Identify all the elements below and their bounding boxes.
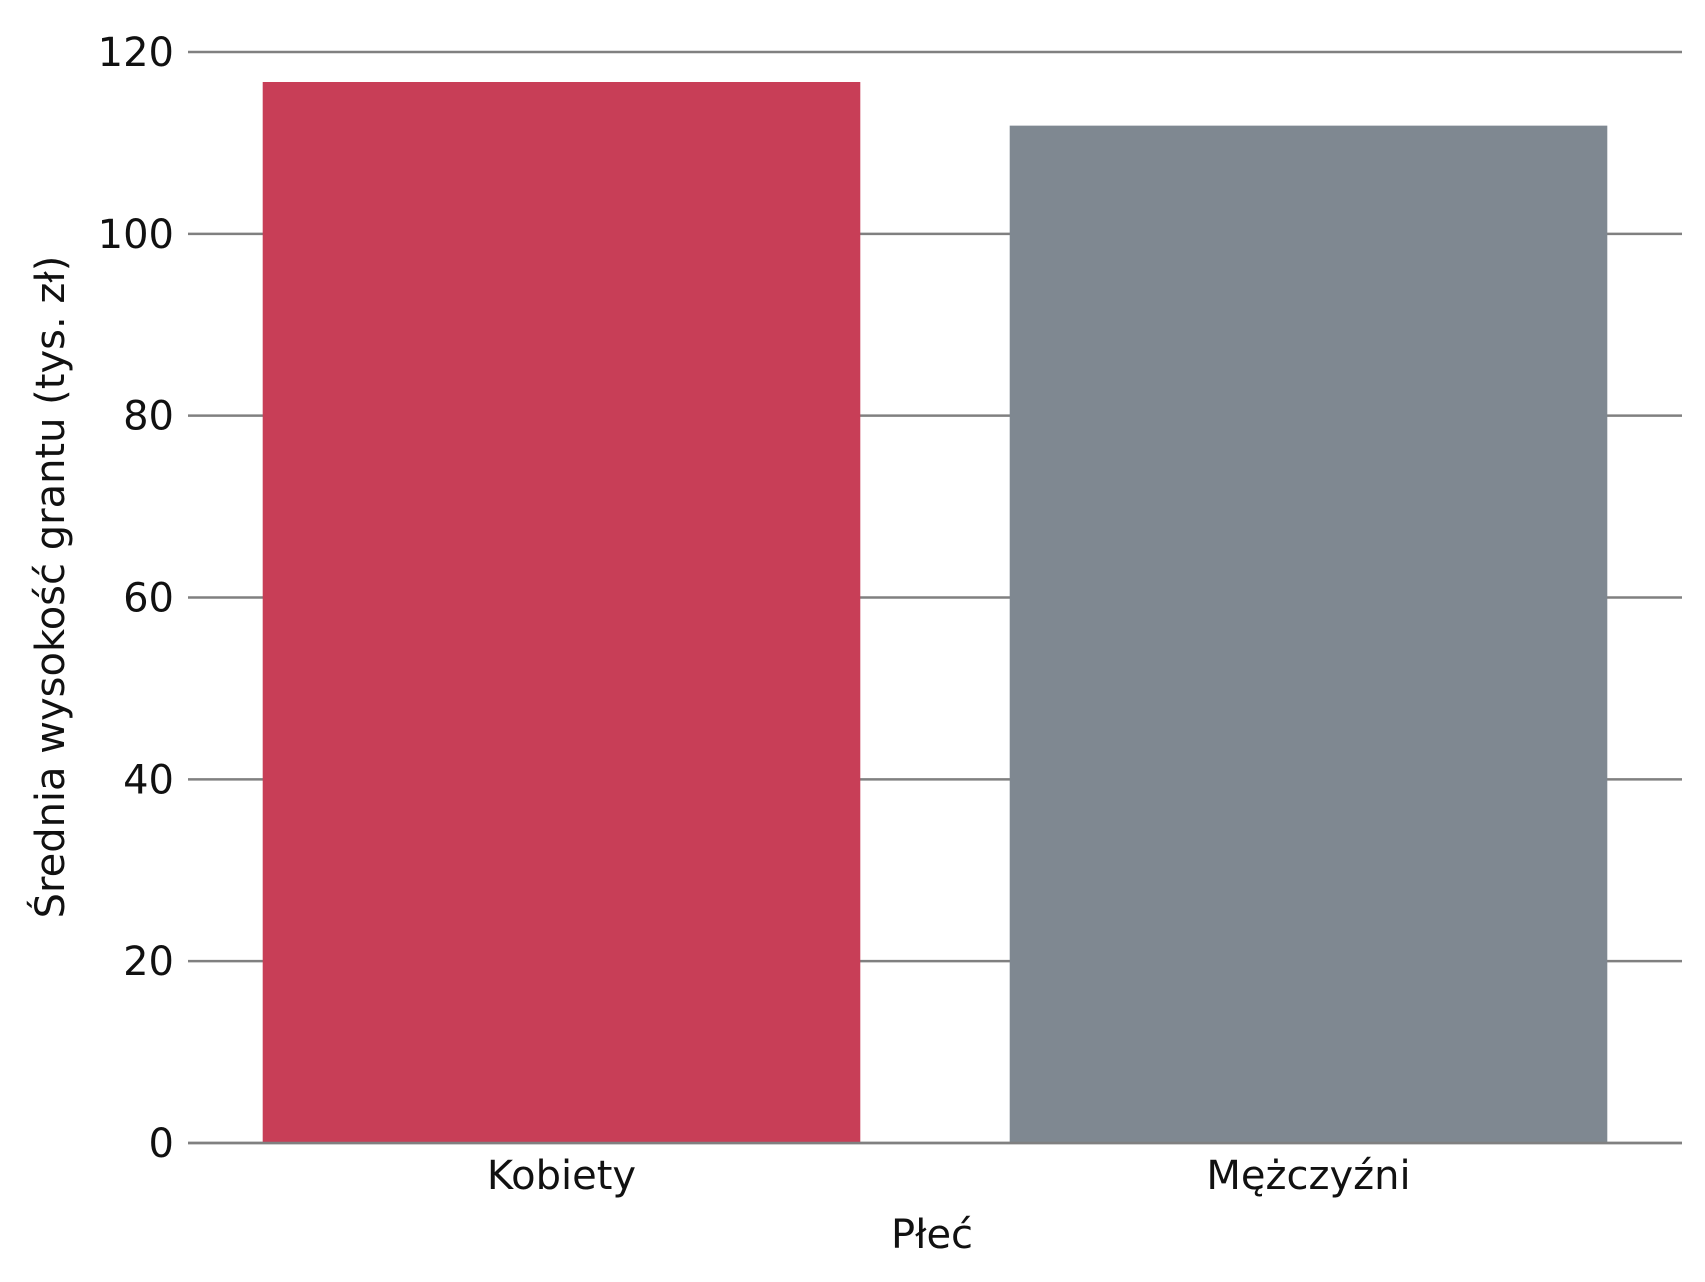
y-tick-label-40: 40 — [123, 757, 174, 803]
x-tick-labels: Kobiety Mężczyźni — [487, 1153, 1411, 1199]
x-axis-label: Płeć — [891, 1212, 973, 1258]
y-tick-label-20: 20 — [123, 939, 174, 985]
x-tick-label-1: Mężczyźni — [1206, 1153, 1410, 1199]
y-tick-label-120: 120 — [98, 30, 174, 76]
y-tick-label-100: 100 — [98, 212, 174, 258]
y-tick-labels: 0 20 40 60 80 100 120 — [98, 30, 174, 1167]
bar-1 — [1009, 125, 1608, 1143]
x-tick-label-0: Kobiety — [487, 1153, 636, 1199]
bar-0 — [262, 82, 861, 1144]
y-axis-label: Średnia wysokość grantu (tys. zł) — [26, 256, 74, 919]
y-tick-label-60: 60 — [123, 576, 174, 622]
y-tick-label-0: 0 — [149, 1121, 174, 1167]
y-tick-label-80: 80 — [123, 394, 174, 440]
bars — [262, 82, 1608, 1144]
